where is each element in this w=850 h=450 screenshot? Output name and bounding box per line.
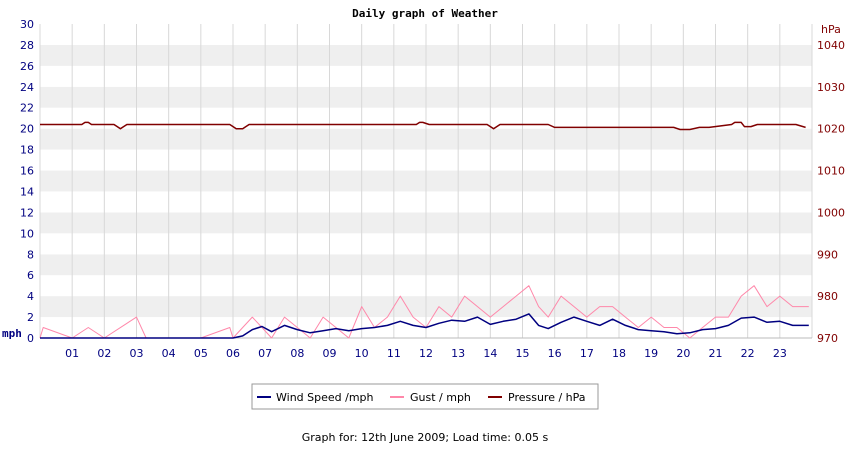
right-tick-label: 1000 bbox=[817, 206, 845, 219]
x-tick-label: 04 bbox=[162, 347, 176, 360]
right-tick-label: 1010 bbox=[817, 165, 845, 178]
x-tick-label: 05 bbox=[194, 347, 208, 360]
x-tick-label: 18 bbox=[612, 347, 626, 360]
legend-gust-label: Gust / mph bbox=[410, 391, 471, 404]
left-tick-label: 18 bbox=[20, 144, 34, 157]
right-tick-label: 970 bbox=[817, 332, 838, 345]
legend-pressure-label: Pressure / hPa bbox=[508, 391, 586, 404]
series-layer bbox=[39, 121, 809, 339]
left-tick-label: 28 bbox=[20, 39, 34, 52]
x-tick-label: 13 bbox=[451, 347, 465, 360]
x-tick-label: 11 bbox=[387, 347, 401, 360]
x-tick-label: 07 bbox=[258, 347, 272, 360]
left-tick-label: 4 bbox=[27, 290, 34, 303]
left-tick-label: 22 bbox=[20, 102, 34, 115]
legend-wind-label: Wind Speed /mph bbox=[276, 391, 374, 404]
left-tick-label: 8 bbox=[27, 248, 34, 261]
x-axis-ticks: 01 02 03 04 05 06 07 08 09 10 11 12 13 14 15 16 17 18 19 20… bbox=[65, 347, 787, 360]
x-tick-label: 22 bbox=[741, 347, 755, 360]
left-tick-label: 24 bbox=[20, 81, 34, 94]
x-tick-label: 20 bbox=[676, 347, 690, 360]
x-tick-label: 03 bbox=[130, 347, 144, 360]
legend-box bbox=[251, 383, 599, 410]
x-tick-label: 21 bbox=[709, 347, 723, 360]
right-tick-label: 980 bbox=[817, 290, 838, 303]
x-tick-label: 17 bbox=[580, 347, 594, 360]
x-tick-label: 14 bbox=[483, 347, 497, 360]
x-tick-label: 02 bbox=[97, 347, 111, 360]
plot-grid bbox=[39, 24, 813, 339]
x-tick-label: 10 bbox=[355, 347, 369, 360]
x-tick-label: 19 bbox=[644, 347, 658, 360]
chart-title: Daily graph of Weather bbox=[352, 7, 498, 20]
left-tick-label: 14 bbox=[20, 185, 34, 198]
gust-series-line bbox=[39, 285, 809, 339]
left-tick-label: 26 bbox=[20, 60, 34, 73]
x-tick-label: 15 bbox=[516, 347, 530, 360]
left-tick-label: 0 bbox=[27, 332, 34, 345]
right-axis-label: hPa bbox=[821, 23, 841, 36]
right-tick-label: 1040 bbox=[817, 39, 845, 52]
wind-speed-series-line bbox=[40, 313, 809, 339]
left-tick-label: 2 bbox=[27, 311, 34, 324]
x-tick-label: 06 bbox=[226, 347, 240, 360]
right-tick-label: 990 bbox=[817, 248, 838, 261]
footer-caption: Graph for: 12th June 2009; Load time: 0.… bbox=[301, 431, 549, 444]
right-axis-ticks: 970 980 990 1000 1010 1020 1030 1040 bbox=[817, 39, 845, 345]
x-tick-label: 12 bbox=[419, 347, 433, 360]
left-tick-label: 20 bbox=[20, 123, 34, 136]
x-tick-label: 08 bbox=[290, 347, 304, 360]
left-tick-label: 30 bbox=[20, 18, 34, 31]
left-tick-label: 12 bbox=[20, 206, 34, 219]
x-tick-label: 09 bbox=[323, 347, 337, 360]
left-axis-label: mph bbox=[2, 327, 22, 340]
x-tick-label: 01 bbox=[65, 347, 79, 360]
left-tick-label: 10 bbox=[20, 227, 34, 240]
x-tick-label: 23 bbox=[773, 347, 787, 360]
left-tick-label: 6 bbox=[27, 269, 34, 282]
x-tick-label: 16 bbox=[548, 347, 562, 360]
left-tick-label: 16 bbox=[20, 165, 34, 178]
legend: Wind Speed /mph Gust / mph Pressure / hP… bbox=[251, 383, 599, 410]
right-tick-label: 1020 bbox=[817, 123, 845, 136]
right-tick-label: 1030 bbox=[817, 81, 845, 94]
pressure-series-line bbox=[40, 121, 806, 131]
